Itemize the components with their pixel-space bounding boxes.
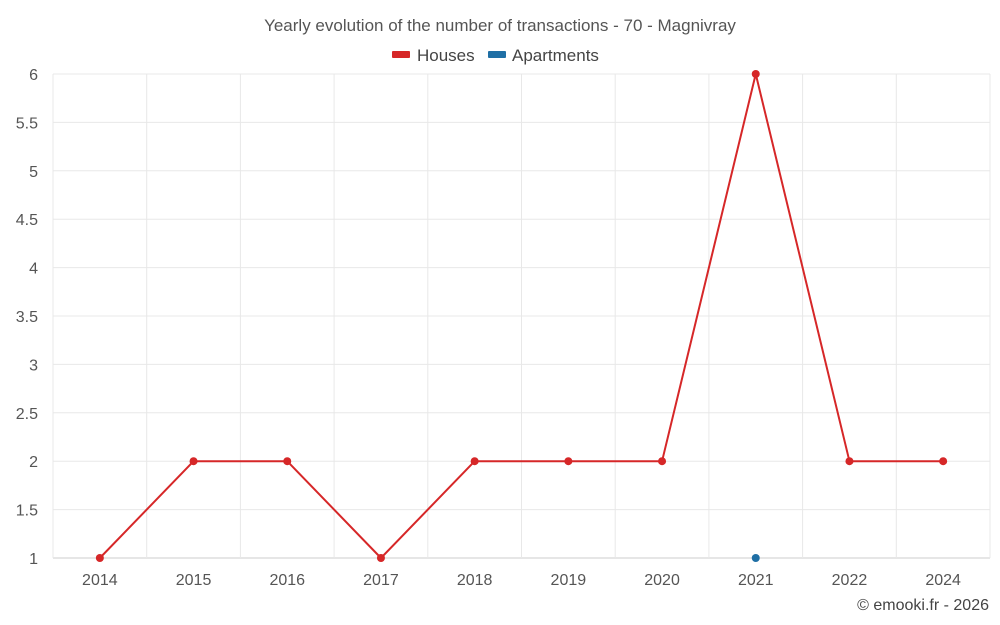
- y-tick-label: 2.5: [16, 406, 38, 423]
- x-tick-label: 2018: [457, 572, 493, 589]
- legend: Houses Apartments: [392, 46, 599, 65]
- x-tick-label: 2015: [176, 572, 212, 589]
- y-tick-label: 2: [29, 454, 38, 471]
- x-tick-label: 2021: [738, 572, 774, 589]
- y-tick-label: 5: [29, 164, 38, 181]
- x-tick-label: 2017: [363, 572, 399, 589]
- y-tick-label: 4: [29, 261, 38, 278]
- x-axis-labels: 2014 2015 2016 2017 2018 2019 2020 2021 2022 2024: [82, 572, 961, 589]
- y-tick-label: 3: [29, 357, 38, 374]
- x-tick-label: 2016: [269, 572, 305, 589]
- data-point-houses-2017[interactable]: [376, 554, 385, 562]
- y-tick-label: 5.5: [16, 115, 38, 132]
- legend-swatch-houses: [392, 51, 410, 58]
- data-point-houses-2022[interactable]: [845, 457, 854, 466]
- legend-item-apartments[interactable]: Apartments: [488, 46, 599, 65]
- legend-label-houses: Houses: [417, 46, 475, 65]
- grid: [52, 73, 991, 559]
- y-tick-label: 1.5: [16, 503, 38, 520]
- data-point-houses-2018[interactable]: [470, 457, 479, 466]
- chart-title: Yearly evolution of the number of transa…: [264, 16, 736, 35]
- y-tick-label: 6: [29, 67, 38, 84]
- data-point-houses-2014[interactable]: [95, 554, 104, 562]
- y-tick-label: 3.5: [16, 309, 38, 326]
- x-tick-label: 2024: [925, 572, 961, 589]
- legend-item-houses[interactable]: Houses: [392, 46, 475, 65]
- x-tick-label: 2022: [832, 572, 868, 589]
- x-tick-label: 2019: [551, 572, 587, 589]
- data-point-houses-2024[interactable]: [939, 457, 948, 466]
- data-point-apartments-2021[interactable]: [751, 554, 760, 562]
- credit-text: © emooki.fr - 2026: [857, 597, 989, 614]
- x-tick-label: 2014: [82, 572, 118, 589]
- data-point-houses-2016[interactable]: [283, 457, 292, 466]
- data-point-houses-2019[interactable]: [564, 457, 573, 466]
- data-point-houses-2020[interactable]: [658, 457, 667, 466]
- y-tick-label: 1: [29, 551, 38, 568]
- data-point-houses-2021[interactable]: [751, 70, 760, 78]
- series-line-houses: [99, 73, 944, 559]
- legend-label-apartments: Apartments: [512, 46, 599, 65]
- y-axis-labels: 1 1.5 2 2.5 3 3.5 4 4.5 5 5.5 6: [16, 67, 38, 568]
- x-tick-label: 2020: [644, 572, 680, 589]
- series: [95, 70, 948, 562]
- series-houses: [95, 70, 948, 562]
- series-apartments: [751, 554, 760, 562]
- y-tick-label: 4.5: [16, 212, 38, 229]
- legend-swatch-apartments: [488, 51, 506, 58]
- data-point-houses-2015[interactable]: [189, 457, 198, 466]
